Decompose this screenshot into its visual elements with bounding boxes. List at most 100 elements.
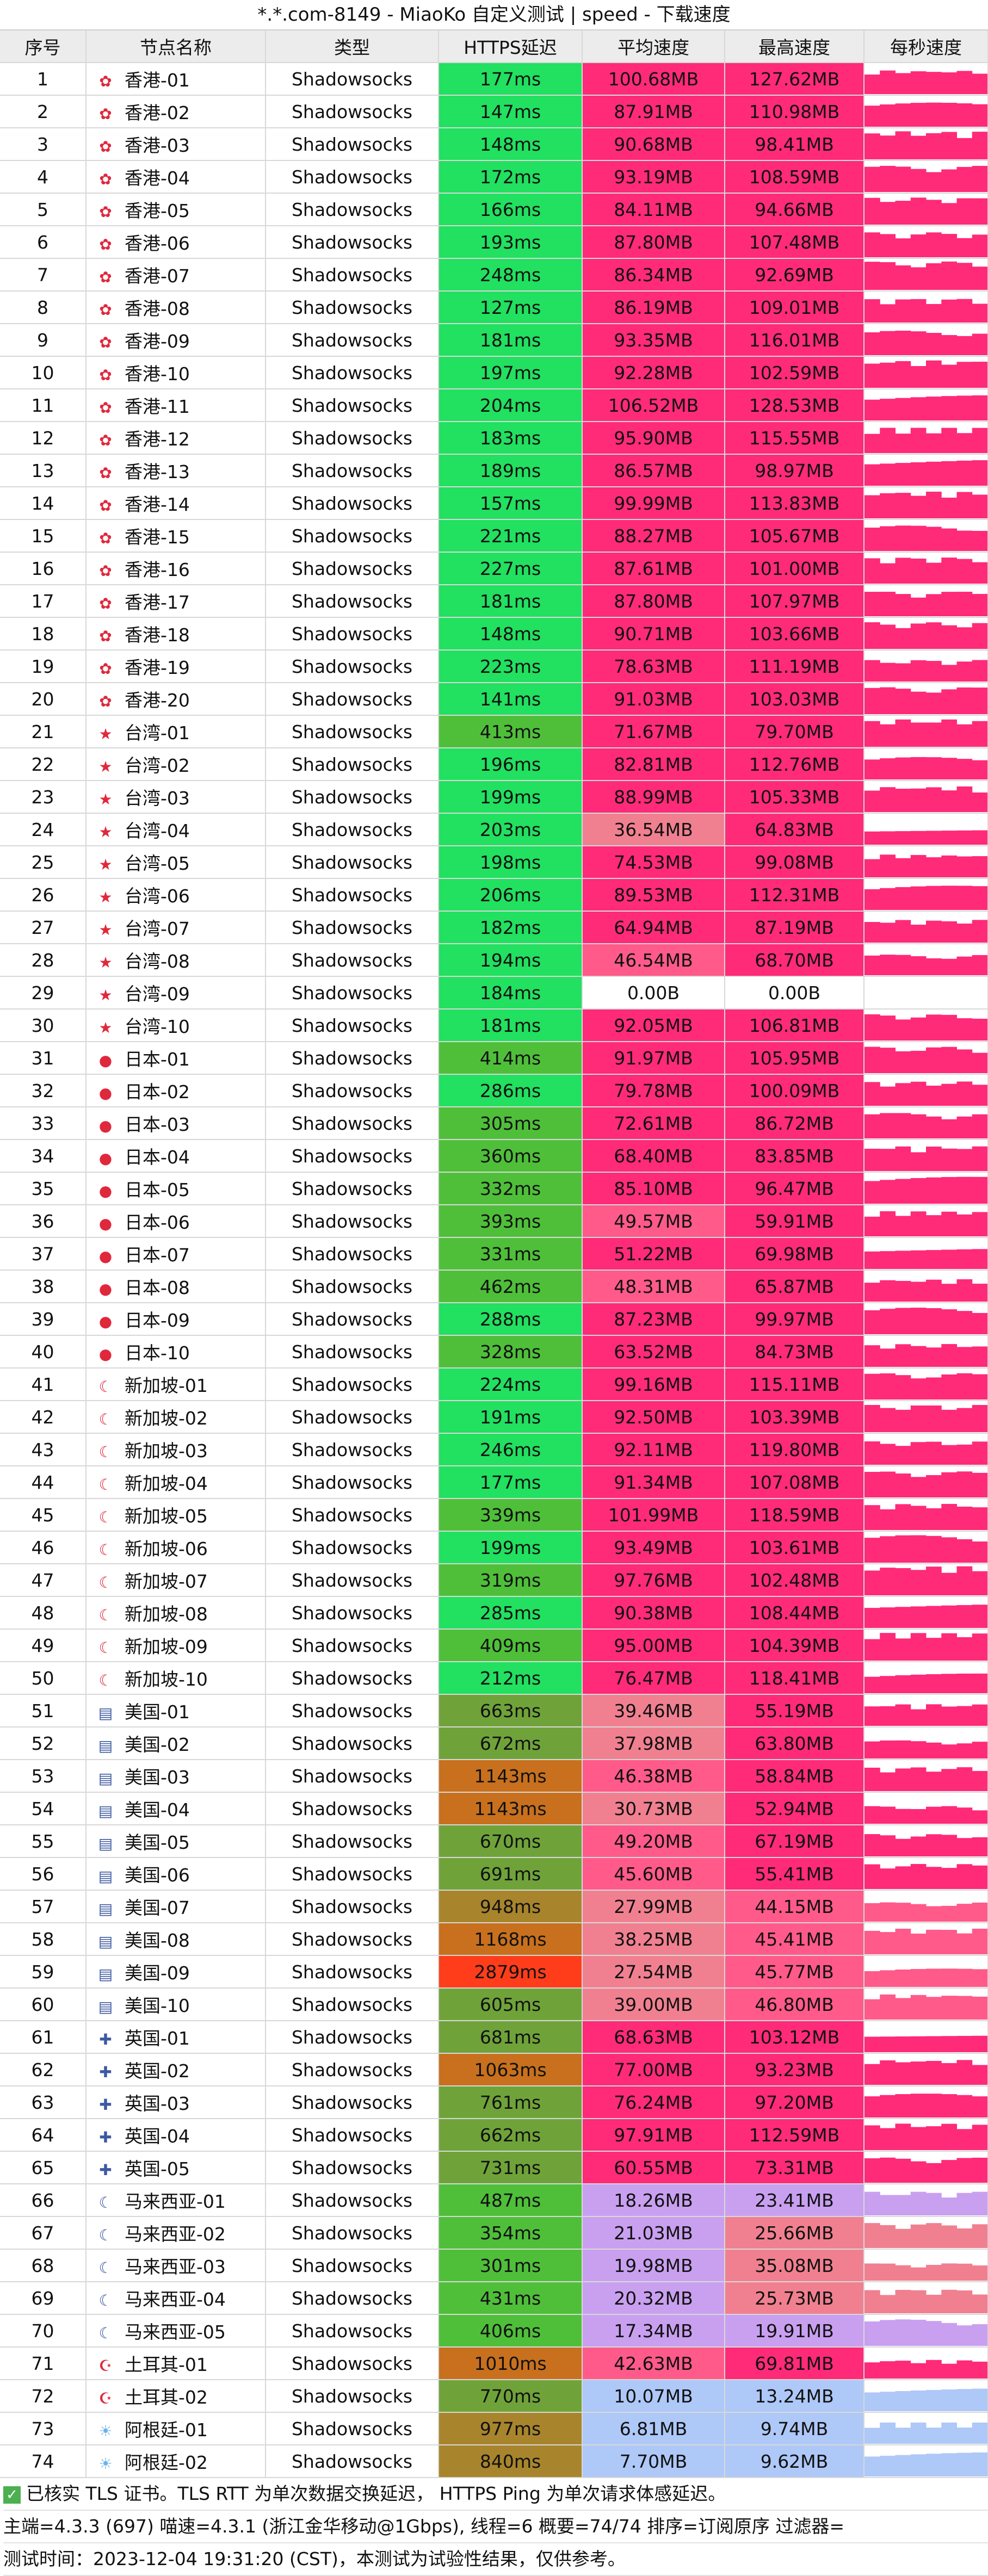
speed-bar [972,1374,987,1400]
speed-bar [941,1930,957,1954]
table-row: 6 ✿ 香港-06 Shadowsocks 193ms 87.80MB 107.48MB [0,226,988,259]
speed-bar [880,331,896,355]
speed-bar [941,886,957,910]
row-index: 5 [0,193,87,226]
node-name: 香港-08 [125,298,190,319]
speed-bar [910,757,927,779]
speed-bar [926,920,942,943]
table-row: 54 ▤ 美国-04 Shadowsocks 1143ms 30.73MB 52.94MB [0,1792,988,1825]
sparkline [864,1535,987,1563]
per-second-speed-chart [864,1107,988,1140]
per-second-speed-chart [864,1466,988,1499]
check-icon: ✓ [3,2486,21,2504]
speed-bar [941,2389,957,2411]
node-name: 新加坡-08 [125,1603,208,1625]
node-name-cell: ★ 台湾-06 [86,878,266,912]
sparkline [864,2191,987,2215]
https-latency: 331ms [439,1237,583,1271]
speed-bar [864,1148,880,1171]
flag-us-icon: ▤ [98,1704,113,1722]
node-name-cell: ✿ 香港-11 [86,389,266,422]
node-type: Shadowsocks [265,878,439,912]
header-row: 序号 节点名称 类型 HTTPS延迟 平均速度 最高速度 每秒速度 [0,30,988,63]
flag-uk-icon: ✚ [99,2161,112,2179]
table-row: 25 ★ 台湾-05 Shadowsocks 198ms 74.53MB 99.08MB [0,846,988,879]
https-latency: 393ms [439,1205,583,1238]
row-index: 60 [0,1988,87,2021]
per-second-speed-chart [864,2445,988,2478]
speed-bar [972,2191,987,2215]
speed-bar [910,1506,927,1530]
speed-bar [864,528,880,551]
node-type: Shadowsocks [265,324,439,357]
speed-bar [910,1969,927,1987]
node-name: 香港-07 [125,265,190,287]
per-second-speed-chart [864,878,988,912]
node-name: 马来西亚-03 [125,2256,226,2277]
sparkline [864,1014,987,1041]
speed-bar [956,1081,973,1106]
speed-bar [956,1408,973,1432]
speed-bar [941,2123,957,2150]
speed-bar [910,366,927,388]
speed-bar [941,2453,957,2476]
table-row: 7 ✿ 香港-07 Shadowsocks 248ms 86.34MB 92.69MB [0,258,988,292]
speed-bar [926,2264,942,2281]
node-name-cell: ☾ 马来西亚-01 [86,2184,266,2217]
flag-sg-icon: ☾ [98,1671,113,1689]
flag-hk-icon: ✿ [99,627,112,645]
node-name-cell: ☾ 新加坡-03 [86,1433,266,1466]
node-name: 英国-03 [125,2093,190,2114]
flag-hk-icon: ✿ [99,399,112,417]
row-index: 30 [0,1009,87,1042]
speed-bar [864,721,880,747]
per-second-speed-chart [864,356,988,389]
speed-bar [941,592,957,616]
speed-bar [864,262,880,290]
speed-bar [895,2361,911,2379]
per-second-speed-chart [864,813,988,846]
speed-bar [864,592,880,616]
speed-bar [910,1081,927,1106]
row-index: 57 [0,1890,87,1923]
table-row: 65 ✚ 英国-05 Shadowsocks 731ms 60.55MB 73.31MB [0,2151,988,2184]
speed-bar [972,593,987,616]
node-type: Shadowsocks [265,2445,439,2478]
flag-jp-icon: ● [98,1117,113,1135]
speed-bar [864,2036,880,2052]
speed-bar [910,956,927,975]
speed-bar [926,1347,942,1367]
speed-bar [926,1279,942,1302]
speed-bar [864,1538,880,1563]
speed-bar [880,624,896,649]
speed-bar [956,591,973,616]
https-latency: 414ms [439,1042,583,1075]
speed-bar [864,1345,880,1367]
speed-bar [956,559,973,584]
sparkline [864,491,987,518]
node-name-cell: ☾ 新加坡-01 [86,1368,266,1401]
node-name-cell: ✚ 英国-02 [86,2053,266,2086]
table-row: 42 ☾ 新加坡-02 Shadowsocks 191ms 92.50MB 103.39MB [0,1401,988,1434]
node-type: Shadowsocks [265,1172,439,1205]
row-index: 50 [0,1662,87,1695]
speed-bar [972,1212,987,1236]
speed-bar [941,921,957,943]
node-name: 台湾-10 [125,1016,190,1037]
flag-cn-icon: ★ [98,823,113,841]
row-index: 59 [0,1955,87,1989]
speed-bar [972,267,987,290]
flag-hk-icon: ✿ [99,72,112,90]
speed-bar [880,1211,896,1236]
node-name-cell: ▤ 美国-04 [86,1792,266,1825]
node-type: Shadowsocks [265,1825,439,1858]
speed-bar [895,1704,911,1726]
flag-jp-icon: ● [98,1084,113,1102]
speed-bar [880,1086,896,1106]
speed-bar [864,434,880,453]
sparkline [864,1834,987,1856]
node-name-cell: ☾ 新加坡-09 [86,1629,266,1662]
https-latency: 194ms [439,944,583,977]
row-index: 24 [0,813,87,846]
speed-bar [910,623,927,649]
